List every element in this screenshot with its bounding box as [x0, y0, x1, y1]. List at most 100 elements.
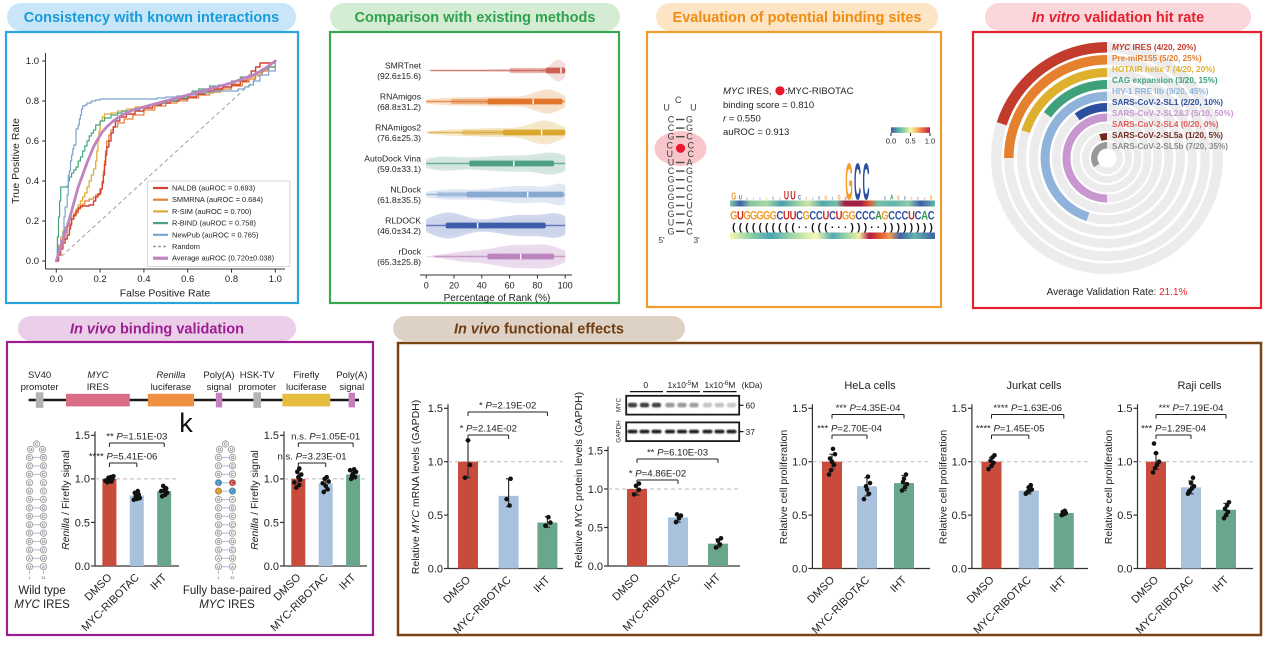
svg-text:(68.8±31.2): (68.8±31.2)	[377, 102, 421, 112]
svg-text:HeLa cells: HeLa cells	[844, 380, 896, 392]
svg-text:C: C	[675, 95, 682, 105]
svg-text:0.0: 0.0	[952, 563, 967, 575]
svg-text:C: C	[42, 548, 45, 553]
svg-text:G: G	[770, 210, 777, 223]
svg-text:G: G	[28, 548, 31, 553]
svg-text:Average Validation Rate: 21.1%: Average Validation Rate: 21.1%	[1047, 287, 1188, 298]
svg-text:Consistency with known interac: Consistency with known interactions	[24, 10, 279, 26]
svg-text:C: C	[217, 506, 220, 511]
svg-text:U: U	[28, 497, 31, 502]
svg-text:0.0: 0.0	[588, 561, 603, 573]
svg-text:G: G	[667, 132, 674, 142]
svg-text:1.5: 1.5	[792, 403, 807, 415]
svg-text:(: (	[778, 223, 782, 234]
svg-text:1.5: 1.5	[428, 403, 443, 415]
svg-text:0.2: 0.2	[26, 216, 39, 227]
svg-text:(: (	[818, 223, 822, 234]
svg-text:·: ·	[870, 223, 873, 234]
svg-text:·: ·	[837, 223, 840, 234]
svg-text:A: A	[28, 556, 31, 561]
svg-text:U: U	[822, 210, 829, 223]
svg-text:promoter: promoter	[238, 382, 276, 393]
svg-text:AutoDock Vina: AutoDock Vina	[364, 154, 421, 164]
svg-text:U: U	[845, 196, 847, 201]
svg-text:Relative cell proliferation: Relative cell proliferation	[1103, 430, 1115, 545]
svg-text:G: G	[42, 506, 45, 511]
svg-text:G: G	[881, 210, 888, 223]
svg-text:C: C	[217, 455, 220, 460]
svg-text:(: (	[745, 223, 749, 234]
svg-text:*** P=2.70E-04: *** P=2.70E-04	[817, 424, 882, 435]
svg-text:1.5: 1.5	[588, 445, 603, 457]
svg-text:U: U	[29, 447, 32, 452]
svg-text:Renilla / Firefly signal: Renilla / Firefly signal	[60, 450, 72, 550]
svg-text:0.6: 0.6	[181, 274, 194, 285]
svg-text:In vivo binding validation: In vivo binding validation	[70, 322, 244, 338]
svg-text:A: A	[217, 556, 220, 561]
svg-text:1.0: 1.0	[26, 56, 39, 67]
svg-text:C: C	[668, 166, 675, 176]
svg-text:(: (	[752, 223, 756, 234]
svg-text:·: ·	[831, 223, 834, 234]
svg-text:U: U	[217, 497, 220, 502]
svg-text:Renilla: Renilla	[156, 370, 185, 381]
svg-text:C: C	[687, 149, 694, 159]
svg-text:C: C	[42, 531, 45, 536]
svg-text:1: 1	[28, 575, 31, 580]
svg-text:G: G	[231, 455, 234, 460]
svg-text:U: U	[924, 198, 925, 200]
svg-text:(: (	[758, 223, 762, 234]
svg-text:0.0: 0.0	[50, 274, 63, 285]
svg-text:HIV-1 RRE IIb (9/20, 45%): HIV-1 RRE IIb (9/20, 45%)	[1112, 87, 1209, 96]
svg-text:(46.0±34.2): (46.0±34.2)	[377, 226, 421, 236]
svg-text:*** P=1.29E-04: *** P=1.29E-04	[1141, 424, 1206, 435]
svg-text:* P=2.14E-02: * P=2.14E-02	[460, 424, 517, 435]
svg-text:G: G	[763, 210, 770, 223]
svg-text:Random: Random	[172, 242, 200, 251]
svg-text:0.0: 0.0	[75, 561, 90, 573]
svg-text:G: G	[667, 175, 674, 185]
svg-text:C: C	[28, 506, 31, 511]
svg-text:G: G	[686, 115, 693, 125]
svg-text:G: G	[28, 514, 31, 519]
svg-text:100: 100	[558, 281, 573, 291]
svg-text:G: G	[217, 531, 220, 536]
svg-text:0: 0	[643, 380, 648, 390]
svg-text:MYC IRES: MYC IRES	[14, 599, 70, 611]
svg-text:*** P=7.19E-04: *** P=7.19E-04	[1159, 403, 1224, 414]
svg-text:C: C	[42, 514, 45, 519]
svg-text:C: C	[888, 210, 895, 223]
svg-text:C: C	[28, 464, 31, 469]
svg-text:1: 1	[217, 575, 220, 580]
svg-text:G: G	[825, 195, 828, 201]
svg-text:1x10-5M: 1x10-5M	[668, 380, 699, 390]
svg-text:RLDOCK: RLDOCK	[385, 216, 421, 226]
svg-text:A: A	[875, 210, 882, 223]
svg-text:C: C	[231, 522, 234, 527]
svg-text:G: G	[231, 506, 234, 511]
svg-text:A: A	[921, 210, 928, 223]
svg-text:C: C	[832, 196, 834, 201]
svg-text:G: G	[217, 539, 220, 544]
svg-text:G: G	[667, 201, 674, 211]
svg-text:RNAmigos: RNAmigos	[380, 92, 421, 102]
svg-text:C: C	[686, 175, 693, 185]
svg-text:(65.3±25.8): (65.3±25.8)	[377, 257, 421, 267]
svg-text:G: G	[849, 210, 856, 223]
svg-text:1.5: 1.5	[264, 430, 279, 442]
svg-text:U: U	[231, 539, 234, 544]
svg-text:In vivo functional effects: In vivo functional effects	[454, 322, 624, 338]
svg-text:Wild type: Wild type	[18, 585, 65, 597]
svg-text:): )	[851, 223, 854, 234]
svg-text:auROC = 0.913: auROC = 0.913	[723, 127, 789, 138]
svg-text:G: G	[667, 192, 674, 202]
svg-text:0.5: 0.5	[1117, 510, 1132, 522]
svg-text:60: 60	[505, 281, 515, 291]
svg-text:C: C	[668, 115, 675, 125]
svg-text:G: G	[930, 195, 933, 202]
svg-text:U: U	[218, 447, 221, 452]
svg-text:G: G	[667, 183, 674, 193]
svg-text:U: U	[28, 564, 31, 569]
svg-text:A: A	[231, 564, 234, 569]
svg-text:** P=1.51E-03: ** P=1.51E-03	[106, 432, 167, 443]
